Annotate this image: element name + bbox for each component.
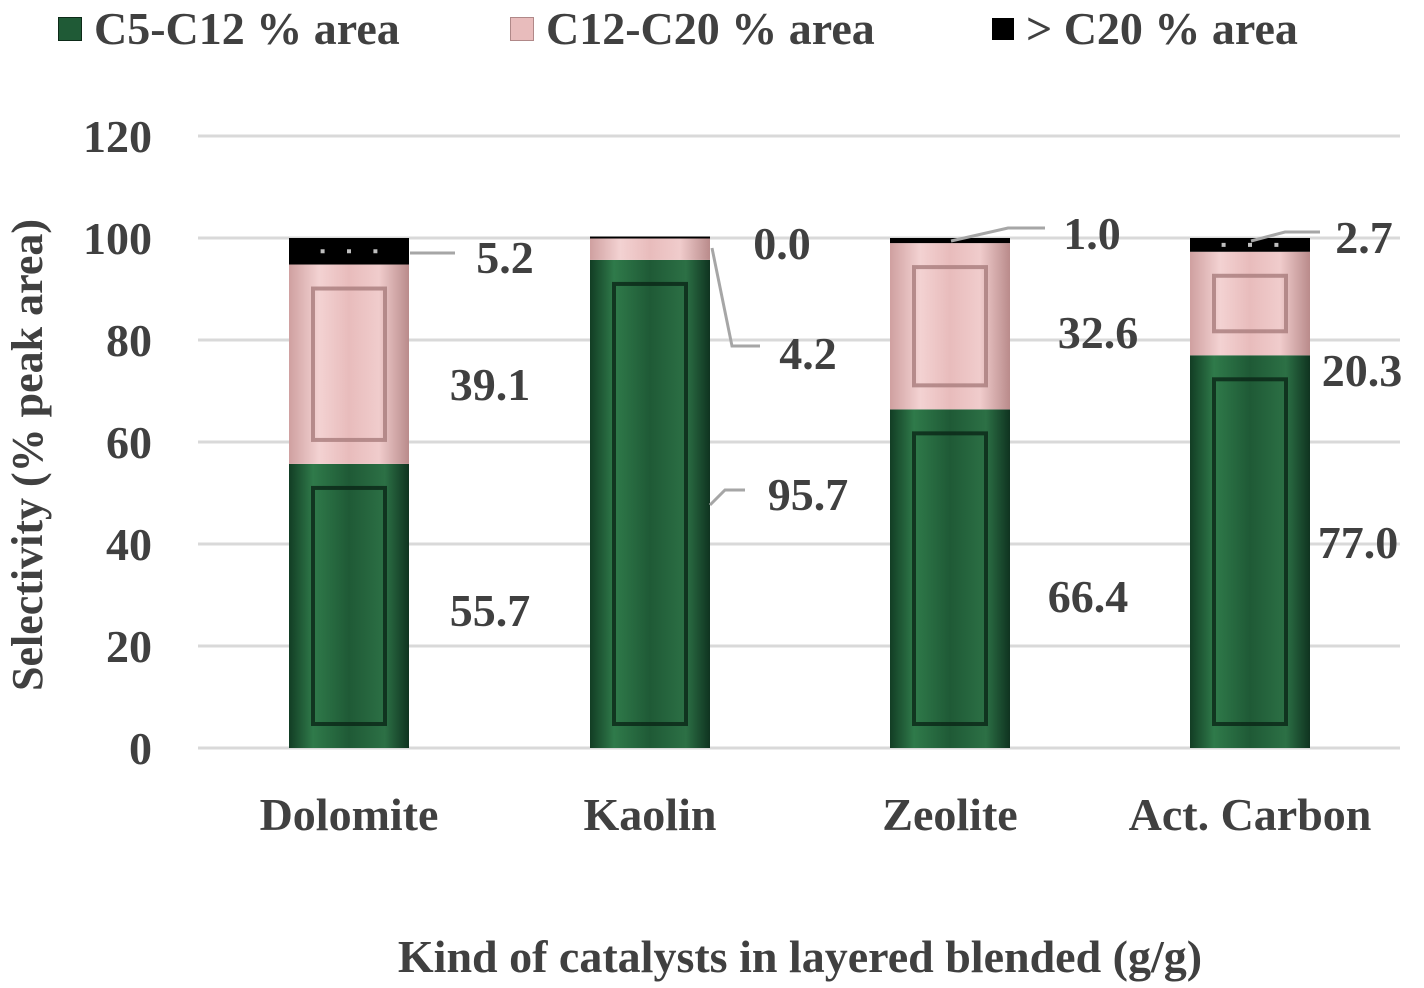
data-label-dolomite-c12-c20-area: 39.1 xyxy=(450,359,531,410)
data-label-zeolite-c5-c12-area: 66.4 xyxy=(1048,571,1129,622)
x-tick-label-act-carbon: Act. Carbon xyxy=(1129,789,1372,840)
bar-dot-act-carbon-0 xyxy=(1221,242,1226,247)
data-label-zeolite-c20-area: 1.0 xyxy=(1063,208,1121,259)
bar-dot-dolomite-1 xyxy=(347,249,351,254)
y-tick-label-120: 120 xyxy=(83,111,152,162)
leader-lines xyxy=(410,226,1320,507)
leader-kaolin-c5-c12-area xyxy=(708,488,745,507)
bar-kaolin-c12-c20-area xyxy=(590,238,710,260)
bar-zeolite-c5-c12-area xyxy=(890,409,1010,748)
data-label-kaolin-c5-c12-area: 95.7 xyxy=(768,469,849,520)
y-axis-title: Selectivity (% peak area) xyxy=(3,219,52,691)
bar-dot-dolomite-0 xyxy=(320,249,325,254)
legend-label-c12-c20: C12-C20 % area xyxy=(546,3,875,54)
data-labels: 55.7 39.1 5.2 95.7 4.2 0.0 66.4 32.6 1.0 77.0 20.3… xyxy=(450,208,1403,636)
y-tick-label-60: 60 xyxy=(106,417,152,468)
data-label-zeolite-c12-c20-area: 32.6 xyxy=(1058,307,1139,358)
data-label-kaolin-c20-area: 0.0 xyxy=(753,218,811,269)
data-label-dolomite-c5-c12-area: 55.7 xyxy=(450,585,531,636)
bar-bevel-dolomite-c12-c20-area xyxy=(311,286,387,442)
bar-bevel-kaolin-c5-c12-area xyxy=(612,281,688,726)
bar-dot-act-carbon-2 xyxy=(1274,242,1279,247)
bar-act-carbon-c5-c12-area xyxy=(1190,355,1310,748)
bar-act-carbon-c12-c20-area xyxy=(1190,251,1310,356)
x-tick-label-zeolite: Zeolite xyxy=(882,789,1017,840)
x-tick-label-kaolin: Kaolin xyxy=(584,789,717,840)
bar-dot-act-carbon-1 xyxy=(1248,242,1252,247)
bar-kaolin-c5-c12-area xyxy=(590,259,710,748)
y-tick-label-100: 100 xyxy=(83,213,152,264)
data-label-act-carbon-c5-c12-area: 77.0 xyxy=(1318,517,1399,568)
leader-zeolite-c20-area xyxy=(950,226,1045,243)
legend-label-c5-c12: C5-C12 % area xyxy=(94,3,400,54)
bar-bevel-act-carbon-c5-c12-area xyxy=(1212,377,1288,726)
bar-bevel-dolomite-c5-c12-area xyxy=(311,485,387,726)
legend-item-c12-c20: C12-C20 % area xyxy=(510,2,875,55)
legend-swatch-gt-c20 xyxy=(992,17,1014,40)
y-tick-label-20: 20 xyxy=(106,621,152,672)
legend: C5-C12 % area C12-C20 % area > C20 % are… xyxy=(0,0,1424,60)
y-axis: 0 20 40 60 80 100 120 xyxy=(83,111,152,774)
x-axis-title: Kind of catalysts in layered blended (g/… xyxy=(398,931,1202,982)
data-label-act-carbon-c20-area: 2.7 xyxy=(1335,212,1393,263)
data-label-act-carbon-c12-c20-area: 20.3 xyxy=(1322,345,1403,396)
bar-dolomite-c12-c20-area xyxy=(289,264,409,464)
leader-kaolin-c12-c20-area xyxy=(710,247,760,348)
bar-dot-dolomite-2 xyxy=(373,249,378,254)
x-axis: Dolomite Kaolin Zeolite Act. Carbon xyxy=(260,789,1372,840)
bar-bevel-zeolite-c5-c12-area xyxy=(912,431,988,726)
bars xyxy=(289,236,1310,748)
bar-kaolin-c20-area xyxy=(590,236,710,239)
bar-zeolite-c12-c20-area xyxy=(890,243,1010,410)
legend-swatch-c12-c20 xyxy=(510,16,534,41)
bar-bevel-zeolite-c12-c20-area xyxy=(912,265,988,388)
leader-act-carbon-c20-area xyxy=(1250,230,1320,243)
bar-bevel-act-carbon-c12-c20-area xyxy=(1212,273,1288,334)
legend-label-gt-c20: > C20 % area xyxy=(1026,3,1298,54)
legend-swatch-c5-c12 xyxy=(58,16,82,41)
legend-item-c5-c12: C5-C12 % area xyxy=(58,2,400,55)
bar-dolomite-c5-c12-area xyxy=(289,463,409,748)
bar-zeolite-c20-area xyxy=(890,238,1010,244)
data-label-dolomite-c20-area: 5.2 xyxy=(476,232,534,283)
y-tick-label-0: 0 xyxy=(129,723,152,774)
data-label-kaolin-c12-c20-area: 4.2 xyxy=(779,328,837,379)
x-tick-label-dolomite: Dolomite xyxy=(260,789,439,840)
y-tick-label-40: 40 xyxy=(106,519,152,570)
legend-item-gt-c20: > C20 % area xyxy=(992,2,1298,55)
y-tick-label-80: 80 xyxy=(106,315,152,366)
